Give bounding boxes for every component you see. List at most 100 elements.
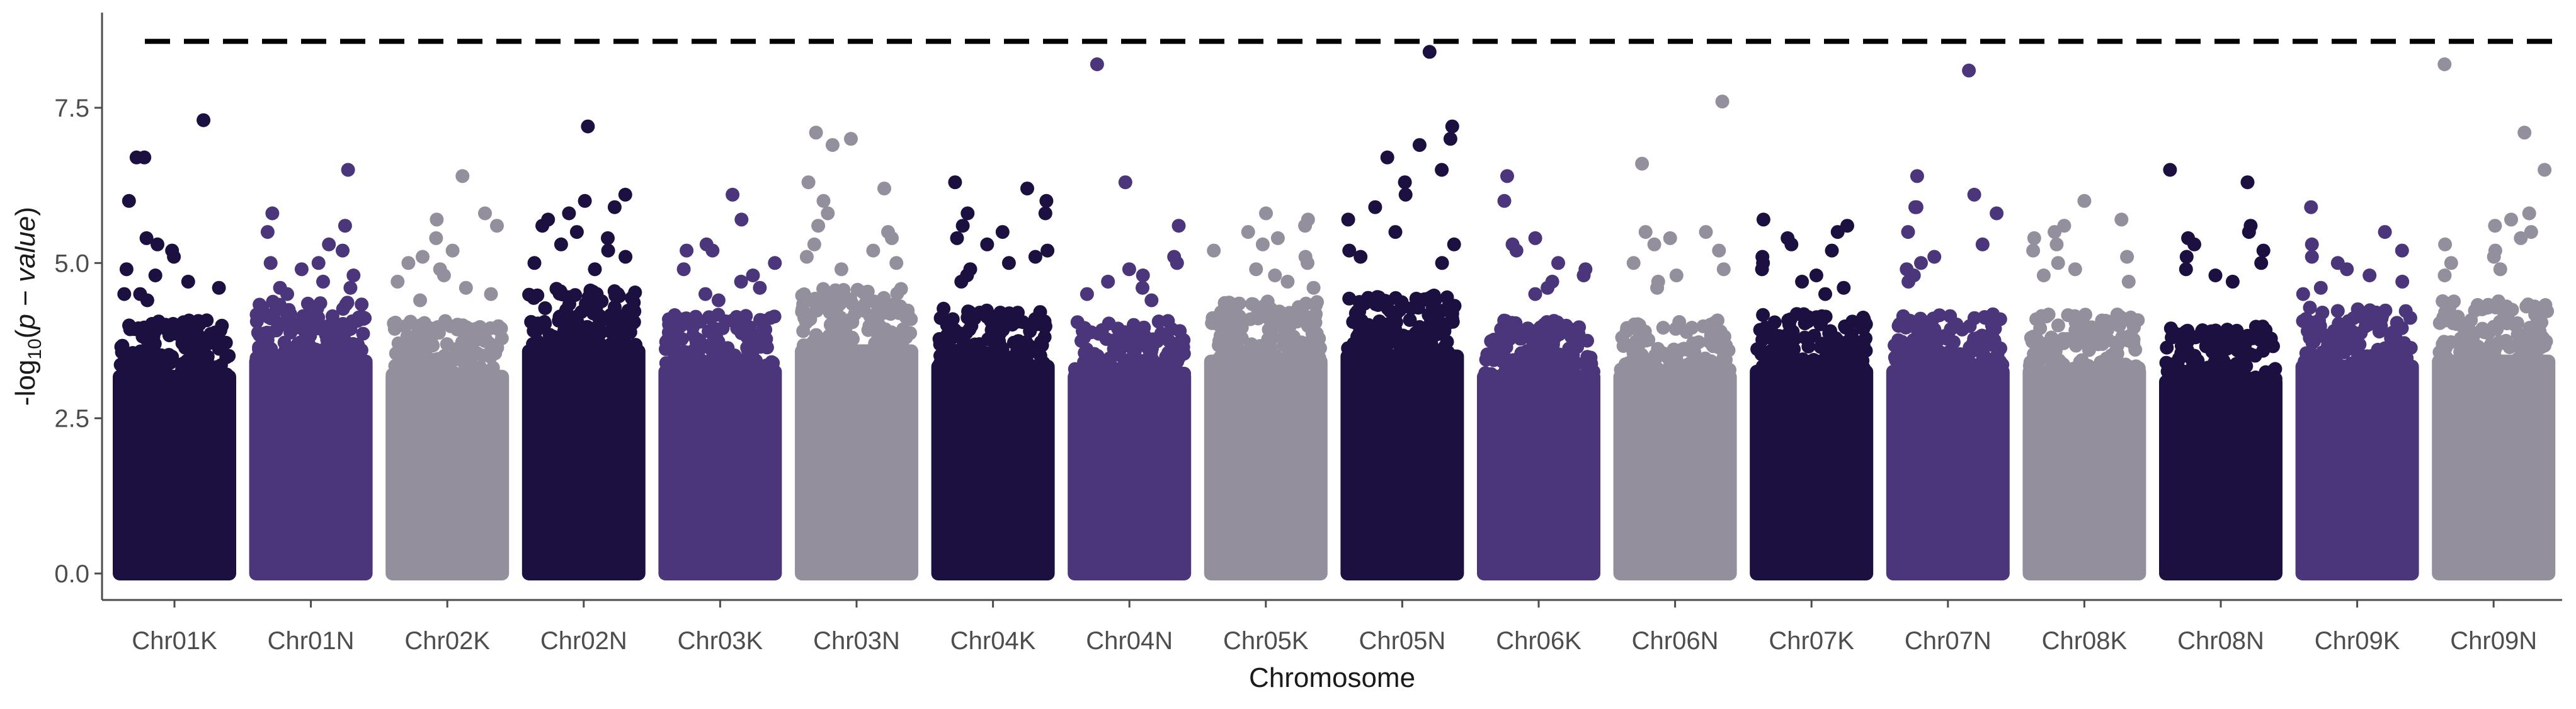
peak-point [601,243,615,258]
data-point [2083,337,2098,352]
peak-point [1380,150,1394,164]
data-point [625,291,639,305]
data-point [1494,322,1508,337]
data-point [411,322,426,337]
peak-point [676,262,691,277]
peak-point [2121,274,2136,289]
data-point [1917,360,1932,374]
data-point [215,318,229,333]
data-point [530,323,544,337]
data-point [2221,359,2235,373]
peak-point [1443,132,1457,146]
data-point [274,348,288,362]
data-point [2111,357,2126,371]
peak-point [618,250,633,264]
data-point [2352,337,2367,352]
data-point [1283,318,1297,333]
series-Chr06K [1477,169,1600,580]
data-point [356,326,370,341]
bulk-points-Chr02K [385,369,510,580]
data-point [1378,294,1393,308]
data-point [2463,345,2478,360]
data-point [283,325,298,340]
data-point [2403,341,2418,355]
data-point [1987,333,2002,347]
data-point [407,352,421,367]
data-point [987,321,1001,336]
peak-point [2487,250,2501,264]
data-point [2237,368,2252,383]
data-point [1371,345,1385,360]
data-point [553,284,567,299]
data-point [1565,347,1580,361]
data-point [739,309,753,323]
peak-point [1306,280,1321,295]
data-point [1212,338,1226,352]
peak-point [2488,219,2502,233]
data-point [668,308,682,322]
peak-point [711,293,726,308]
data-point [423,325,437,340]
peak-point [2027,231,2041,245]
peak-point [280,287,294,301]
peak-point [2242,225,2256,239]
data-point [1559,318,1573,333]
data-point [1822,344,1837,359]
data-point [351,314,365,328]
data-point [2303,301,2317,315]
data-point [1393,303,1407,317]
series-Chr08K [2022,193,2146,580]
x-tick-label: Chr02N [540,627,627,655]
peak-point [1990,206,2004,221]
data-point [1108,367,1122,381]
x-tick-label: Chr07K [1769,627,1854,655]
peak-point [2051,256,2065,270]
data-point [1525,357,1540,372]
series-Chr05K [1204,206,1328,580]
data-point [178,340,193,355]
data-point [2068,323,2083,338]
peak-point [1447,237,1461,251]
data-point [808,296,823,311]
peak-point [2313,280,2328,295]
data-point [612,289,626,303]
data-point [1929,341,1943,355]
peak-point [2504,212,2518,227]
data-point [2372,325,2386,339]
peak-point [2438,237,2453,251]
peak-point [1122,262,1136,277]
data-point [806,335,821,349]
data-point [2230,329,2245,343]
data-point [2499,337,2513,350]
peak-point [294,262,309,277]
data-point [2461,323,2475,338]
peak-point [413,293,427,308]
data-point [491,322,506,337]
data-point [1381,328,1395,343]
data-point [1632,318,1646,332]
data-point [2024,330,2038,345]
data-point [697,360,712,375]
peak-point [734,274,748,289]
data-point [1084,325,1098,340]
peak-point [2114,212,2129,227]
bulk-points-Chr04K [931,359,1055,580]
peak-point [2077,193,2092,208]
data-point [2204,370,2219,384]
data-point [763,358,778,372]
data-point [1403,347,1418,362]
peak-point [2514,231,2528,245]
peak-point [1207,243,1221,258]
peak-point [1435,163,1449,177]
y-axis-title-operator: − [10,282,41,314]
peak-point [527,256,542,270]
x-tick-label: Chr04N [1086,627,1173,655]
data-point [1951,360,1966,375]
series-Chr07N [1886,63,2010,580]
peak-point [2362,268,2377,282]
data-point [2101,333,2116,347]
peak-point [459,280,473,295]
data-point [2369,311,2383,326]
data-point [397,350,411,364]
peak-point [2522,206,2536,221]
